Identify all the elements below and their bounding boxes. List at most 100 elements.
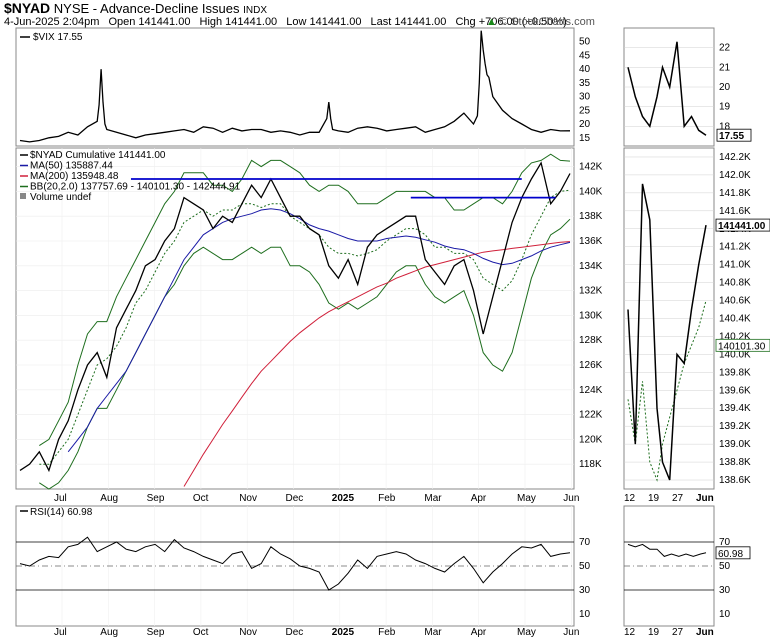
- main-inset-ytick: 140.6K: [719, 296, 751, 307]
- rsi-inset-ytick: 30: [719, 585, 731, 596]
- vix-last-label: 17.55: [719, 131, 744, 142]
- main-legend-item: $NYAD Cumulative 141441.00: [30, 150, 166, 161]
- rsi-legend: RSI(14) 60.98: [30, 507, 93, 518]
- rsi-ytick: 70: [579, 537, 591, 548]
- month-label: Jun: [563, 493, 579, 504]
- high: High 141441.00: [199, 16, 278, 28]
- vix-ytick: 20: [579, 119, 591, 130]
- inset-x-label: Jun: [696, 493, 714, 504]
- main-ytick: 134K: [579, 261, 603, 272]
- main-inset-ytick: 140.4K: [719, 314, 751, 325]
- vix-inset-ytick: 21: [719, 62, 731, 73]
- main-inset-ytick: 141.2K: [719, 242, 751, 253]
- main-ytick: 122K: [579, 410, 603, 421]
- rsi-month-label: 2025: [332, 627, 355, 638]
- main-legend-item: MA(50) 135887.44: [30, 161, 113, 172]
- vix-last-box: [716, 128, 752, 142]
- rsi-ytick: 50: [579, 561, 591, 572]
- rsi-line: [19, 536, 571, 591]
- rsi-month-label: Aug: [100, 627, 118, 638]
- rsi-inset-ytick: 50: [719, 561, 731, 572]
- month-label: Apr: [471, 493, 487, 504]
- exchange: INDX: [243, 5, 268, 16]
- vix-inset-ytick: 20: [719, 82, 731, 93]
- bb-lower-line: [39, 218, 571, 490]
- rsi-last-label: 60.98: [718, 549, 743, 560]
- vix-inset-ytick: 22: [719, 43, 731, 54]
- rsi-last-badge: 60.98: [715, 546, 751, 560]
- main-inset-ytick: 140.8K: [719, 278, 751, 289]
- main-ytick: 128K: [579, 335, 603, 346]
- bb-mid-line: [39, 189, 571, 465]
- month-label: Aug: [100, 493, 118, 504]
- main-inset-ytick: 139.0K: [719, 439, 751, 450]
- month-label: May: [517, 493, 536, 504]
- main-inset-ytick: 140.0K: [719, 349, 751, 360]
- rsi-inset-line: [627, 543, 707, 557]
- brand-text: © StockCharts.com: [499, 16, 595, 28]
- main-ytick: 140K: [579, 186, 603, 197]
- rsi-inset-x-label: 12: [624, 627, 636, 638]
- main-ytick: 118K: [579, 459, 602, 470]
- ma50-line: [67, 208, 571, 453]
- inset-nyad-line: [627, 183, 707, 481]
- main-legend-item: BB(20,2.0) 137757.69 - 140101.30 - 14244…: [30, 182, 241, 193]
- rsi-inset-x-label: 19: [648, 627, 660, 638]
- ma200-line: [183, 241, 571, 487]
- inset-x-label: 27: [672, 493, 684, 504]
- rsi-month-label: Jul: [54, 627, 67, 638]
- date: 4-Jun-2025 2:04pm: [4, 16, 100, 28]
- vix-ytick: 30: [579, 92, 591, 103]
- brand: ▲ © StockCharts.com: [486, 16, 595, 28]
- main-last-label: 141441.00: [718, 221, 766, 232]
- open: Open 141441.00: [108, 16, 191, 28]
- vix-inset-line: [627, 41, 707, 136]
- month-label: Nov: [239, 493, 257, 504]
- vix-ytick: 45: [579, 50, 591, 61]
- chart-title: $NYAD NYSE - Advance-Decline Issues INDX: [4, 0, 267, 16]
- change: Chg +706.00 (+0.50%): [455, 16, 567, 28]
- rsi-month-label: Dec: [286, 627, 304, 638]
- inset-x-label: 12: [624, 493, 636, 504]
- main-ytick: 124K: [579, 385, 603, 396]
- rsi-month-label: Feb: [378, 627, 396, 638]
- month-label: Mar: [424, 493, 442, 504]
- main-inset-ytick: 139.8K: [719, 367, 751, 378]
- rsi-inset-x-label: 27: [672, 627, 684, 638]
- main-legend-item: MA(200) 135948.48: [30, 171, 119, 182]
- bb-label: 140101.30: [718, 341, 766, 352]
- rsi-inset-ytick: 70: [719, 537, 731, 548]
- main-legend-item: Volume undef: [30, 192, 91, 203]
- vix-line: [19, 30, 571, 143]
- low: Low 141441.00: [286, 16, 362, 28]
- main-inset-ytick: 139.6K: [719, 385, 751, 396]
- vix-ytick: 35: [579, 78, 591, 89]
- inset-x-label: 19: [648, 493, 660, 504]
- month-label: Feb: [378, 493, 396, 504]
- main-ytick: 130K: [579, 310, 603, 321]
- main-inset-ytick: 139.4K: [719, 403, 751, 414]
- rsi-month-label: Jun: [563, 627, 579, 638]
- vix-frame: [15, 27, 575, 147]
- main-inset-ytick: 142.0K: [719, 170, 751, 181]
- vix-ytick: 25: [579, 105, 591, 116]
- up-arrow-icon: ▲: [486, 16, 497, 28]
- month-label: 2025: [332, 493, 355, 504]
- bb-box: [715, 338, 770, 352]
- main-inset-ytick: 141.0K: [719, 260, 751, 271]
- vix-ytick: 15: [579, 133, 591, 144]
- main-inset-ytick: 138.8K: [719, 457, 751, 468]
- month-label: Jul: [54, 493, 67, 504]
- rsi-inset-x-label: Jun: [696, 627, 714, 638]
- bar-icon: [20, 193, 26, 199]
- vix-inset-ytick: 19: [719, 102, 731, 113]
- main-inset-ytick: 139.2K: [719, 421, 751, 432]
- month-label: Dec: [286, 493, 304, 504]
- rsi-last-box: [715, 546, 751, 560]
- main-inset-ytick: 141.8K: [719, 188, 751, 199]
- main-inset-ytick: 141.6K: [719, 206, 751, 217]
- vix-inset-ytick: 18: [719, 121, 731, 132]
- main-last-badge: 141441.00: [715, 218, 770, 232]
- vix-ytick: 50: [579, 37, 591, 48]
